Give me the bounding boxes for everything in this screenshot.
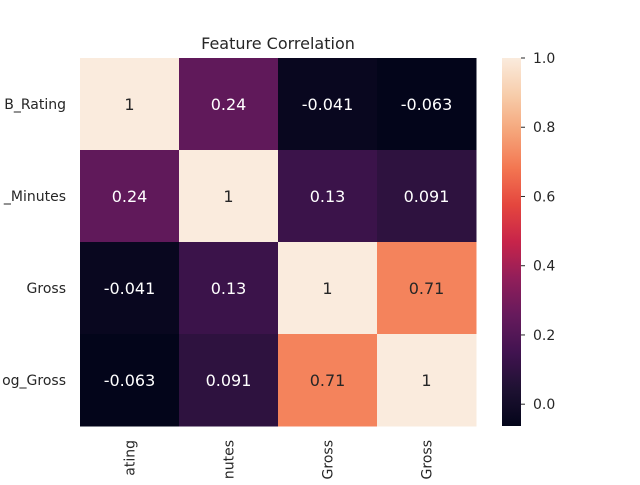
heatmap-cell bbox=[179, 150, 279, 243]
cell-value-label: 0.091 bbox=[404, 187, 450, 206]
heatmap-cell bbox=[377, 58, 477, 151]
heatmap-cell bbox=[179, 58, 279, 151]
cell-value-label: 0.24 bbox=[211, 95, 247, 114]
heatmap-cells bbox=[80, 58, 477, 427]
heatmap-cell bbox=[278, 150, 378, 243]
heatmap-cell bbox=[80, 58, 180, 151]
heatmap-cell bbox=[179, 242, 279, 335]
cell-value-label: 0.24 bbox=[112, 187, 148, 206]
cell-value-label: 0.71 bbox=[310, 371, 346, 390]
cell-value-label: 0.71 bbox=[409, 279, 445, 298]
cell-value-label: -0.041 bbox=[302, 95, 354, 114]
cell-value-label: -0.041 bbox=[104, 279, 156, 298]
colorbar-tick-label: 0.8 bbox=[533, 120, 555, 136]
colorbar-tick-label: 0.6 bbox=[533, 189, 555, 205]
y-tick-label: B_Rating bbox=[4, 97, 66, 113]
cell-value-label: 1 bbox=[124, 95, 134, 114]
cell-value-label: 1 bbox=[223, 187, 233, 206]
colorbar-tick-label: 0.0 bbox=[533, 397, 555, 413]
heatmap-cell bbox=[80, 242, 180, 335]
heatmap-cell bbox=[377, 242, 477, 335]
cell-value-label: -0.063 bbox=[104, 371, 156, 390]
colorbar-tick-label: 0.2 bbox=[533, 328, 555, 344]
x-tick-label: Gross bbox=[321, 440, 337, 479]
colorbar bbox=[502, 58, 521, 426]
heatmap-cell bbox=[377, 334, 477, 427]
heatmap-cell bbox=[80, 334, 180, 427]
x-tick-label: inutes bbox=[222, 440, 238, 480]
cell-value-label: 0.13 bbox=[211, 279, 247, 298]
colorbar-tick-label: 1.0 bbox=[533, 51, 555, 67]
heatmap-cell-labels: 1 0.24 -0.041 -0.063 0.24 1 0.13 0.091 -0.041 0.1… bbox=[104, 95, 453, 390]
chart-title: Feature Correlation bbox=[201, 34, 355, 53]
cell-value-label: 0.091 bbox=[206, 371, 252, 390]
cell-value-label: 1 bbox=[322, 279, 332, 298]
y-tick-label: Gross bbox=[27, 281, 66, 297]
x-tick-label: Gross bbox=[420, 440, 436, 479]
heatmap-cell bbox=[278, 334, 378, 427]
x-tick-label: ating bbox=[123, 440, 139, 476]
y-tick-label: og_Gross bbox=[2, 373, 66, 389]
y-tick-labels: B_Rating _Minutes Gross og_Gross bbox=[2, 97, 66, 389]
cell-value-label: 0.13 bbox=[310, 187, 346, 206]
heatmap-cell bbox=[80, 150, 180, 243]
y-tick-label: _Minutes bbox=[3, 189, 66, 205]
colorbar-ticks: 0.0 0.2 0.4 0.6 0.8 1.0 bbox=[521, 51, 555, 413]
heatmap-cell bbox=[278, 242, 378, 335]
heatmap-cell bbox=[377, 150, 477, 243]
cell-value-label: 1 bbox=[421, 371, 431, 390]
heatmap-cell bbox=[278, 58, 378, 151]
colorbar-tick-label: 0.4 bbox=[533, 259, 555, 275]
x-tick-labels: ating inutes Gross Gross bbox=[123, 440, 436, 483]
cell-value-label: -0.063 bbox=[401, 95, 453, 114]
heatmap-cell bbox=[179, 334, 279, 427]
